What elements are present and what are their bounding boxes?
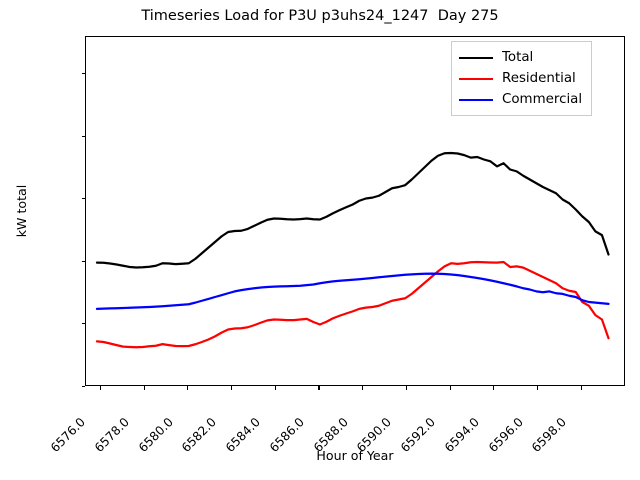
- series-line-commercial: [95, 272, 610, 310]
- x-tick-mark: [362, 386, 364, 390]
- chart-title: Timeseries Load for P3U p3uhs24_1247 Day…: [141, 8, 499, 24]
- legend-item-total[interactable]: Total: [459, 47, 582, 68]
- x-tick-mark: [230, 386, 233, 390]
- y-axis-label: kW total: [14, 184, 29, 238]
- x-tick-mark: [187, 386, 189, 390]
- y-tick-mark: [81, 323, 85, 325]
- legend-label: Commercial: [502, 91, 583, 107]
- chart-legend: Total Residential Commercial: [451, 41, 593, 116]
- legend-item-residential[interactable]: Residential: [459, 68, 582, 89]
- legend-label: Total: [502, 49, 534, 65]
- x-tick-mark: [318, 386, 320, 390]
- x-tick-mark: [580, 386, 582, 390]
- x-tick-mark: [537, 386, 539, 390]
- series-line-total: [95, 151, 610, 269]
- x-tick-mark: [493, 386, 495, 390]
- x-axis-label: Hour of Year: [316, 448, 394, 463]
- y-tick-mark: [81, 385, 85, 387]
- y-tick-mark: [81, 260, 85, 262]
- legend-swatch-total: [459, 56, 493, 59]
- y-tick-mark: [81, 135, 85, 137]
- y-tick-mark: [81, 198, 85, 200]
- legend-swatch-commercial: [459, 98, 493, 101]
- plot-lines: [95, 151, 610, 349]
- x-tick-mark: [449, 386, 451, 390]
- y-tick-mark: [81, 73, 85, 75]
- legend-label: Residential: [502, 70, 576, 86]
- x-tick-mark: [99, 386, 101, 390]
- x-tick-mark: [143, 386, 145, 390]
- x-tick-mark: [405, 386, 407, 390]
- series-line-residential: [95, 260, 610, 349]
- legend-item-commercial[interactable]: Commercial: [459, 89, 582, 110]
- x-tick-mark: [274, 386, 276, 390]
- legend-swatch-residential: [459, 77, 493, 80]
